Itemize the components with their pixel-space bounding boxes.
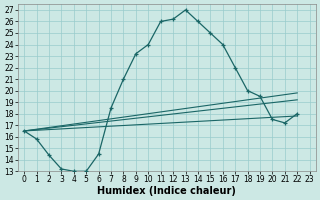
- X-axis label: Humidex (Indice chaleur): Humidex (Indice chaleur): [98, 186, 236, 196]
